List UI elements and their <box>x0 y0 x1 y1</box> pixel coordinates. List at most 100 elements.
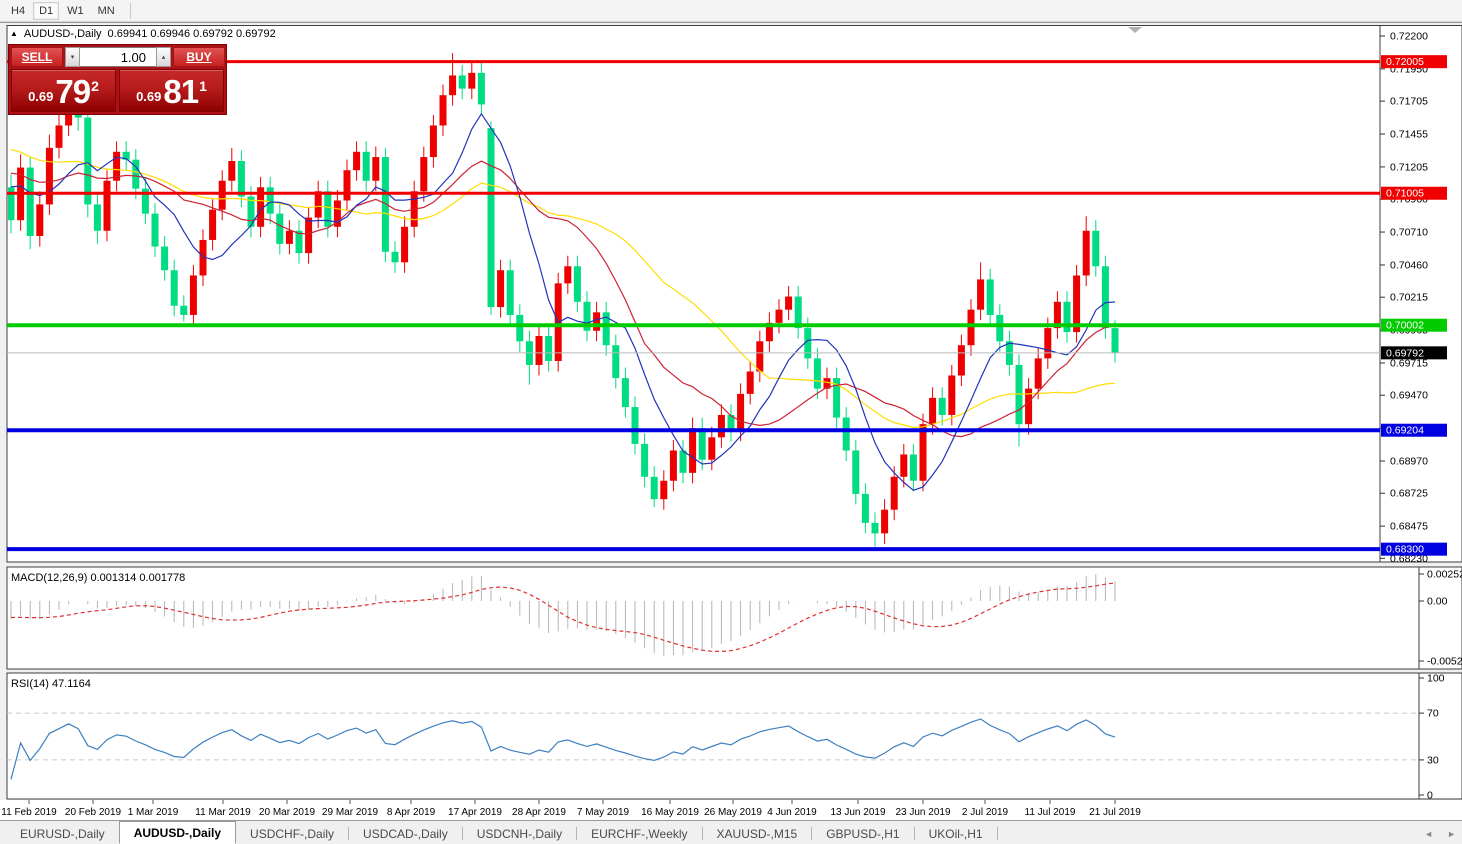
one-click-trading-panel: SELL ▾ ▴ BUY 0.69 79 2 0.69 81 1 <box>8 44 227 115</box>
date-axis-tick: 26 May 2019 <box>704 807 762 818</box>
toolbar-separator <box>129 2 131 19</box>
price-scale-tick: 0.72200 <box>1390 31 1428 43</box>
timeframe-toolbar: H4 D1 W1 MN <box>0 0 1462 22</box>
timeframe-buttons: H4 D1 W1 MN <box>0 0 122 21</box>
moving-average-line-8 <box>10 112 1116 491</box>
buy-price-big: 81 <box>163 73 199 110</box>
rsi-scale-tick: 100 <box>1427 673 1445 685</box>
tab-separator <box>348 827 350 840</box>
tab-USDCHF-Daily[interactable]: USDCHF-,Daily <box>250 826 335 841</box>
macd-scale-tick: 0.002522 <box>1427 569 1462 581</box>
date-axis-tick: 20 Feb 2019 <box>65 807 122 818</box>
sell-button[interactable]: SELL <box>11 47 63 67</box>
buy-price-prefix: 0.69 <box>136 89 162 104</box>
price-level-badge: 0.68300 <box>1386 544 1424 556</box>
date-axis-tick: 17 Apr 2019 <box>448 807 502 818</box>
volume-increase-button[interactable]: ▴ <box>156 47 171 67</box>
sell-price-display[interactable]: 0.69 79 2 <box>11 69 116 112</box>
date-axis-tick: 8 Apr 2019 <box>387 807 436 818</box>
volume-input[interactable] <box>80 47 156 67</box>
tab-separator <box>701 827 703 840</box>
rsi-scale-tick: 0 <box>1427 790 1433 802</box>
date-axis-tick: 1 Mar 2019 <box>128 807 179 818</box>
date-axis-tick: 13 Jun 2019 <box>830 807 885 818</box>
tab-separator <box>996 827 998 840</box>
timeframe-button-D1[interactable]: D1 <box>33 1 60 20</box>
timeframe-button-MN[interactable]: MN <box>97 4 115 17</box>
date-axis-tick: 11 Feb 2019 <box>1 807 57 818</box>
tab-USDCNH-Daily[interactable]: USDCNH-,Daily <box>476 826 563 841</box>
tab-separator <box>576 827 578 840</box>
price-level-badge: 0.69204 <box>1386 425 1424 437</box>
timeframe-button-W1[interactable]: W1 <box>67 4 84 17</box>
price-scale-tick: 0.70215 <box>1390 292 1428 304</box>
rsi-label: RSI(14) 47.1164 <box>11 678 91 690</box>
volume-decrease-button[interactable]: ▾ <box>65 47 80 67</box>
tab-separator <box>811 827 813 840</box>
price-scale-tick: 0.71705 <box>1390 96 1428 108</box>
tab-separator <box>461 827 463 840</box>
price-scale-tick: 0.69715 <box>1390 357 1428 369</box>
price-level-badge: 0.72005 <box>1386 56 1424 68</box>
macd-scale-tick: -0.005234 <box>1427 656 1462 668</box>
tab-scroll-left-icon[interactable]: ◄ <box>1424 829 1434 839</box>
price-level-badge: 0.71005 <box>1386 188 1424 200</box>
one-click-collapse-icon[interactable]: ▲ <box>10 29 18 38</box>
tab-EURCHF-Weekly[interactable]: EURCHF-,Weekly <box>591 826 688 841</box>
macd-label: MACD(12,26,9) 0.001314 0.001778 <box>11 572 185 584</box>
moving-average-line-17 <box>10 160 1116 438</box>
buy-price-display[interactable]: 0.69 81 1 <box>119 69 224 112</box>
tab-scroll-right-icon[interactable]: ► <box>1447 829 1456 839</box>
price-scale-tick: 0.68970 <box>1390 456 1428 468</box>
tab-XAUUSD-M15[interactable]: XAUUSD-,M15 <box>716 826 798 841</box>
date-axis-tick: 20 Mar 2019 <box>259 807 316 818</box>
sell-price-big: 79 <box>55 73 91 110</box>
buy-button[interactable]: BUY <box>173 47 225 67</box>
date-axis-tick: 11 Jul 2019 <box>1025 807 1076 818</box>
price-scale-tick: 0.70460 <box>1390 259 1428 271</box>
price-scale-tick: 0.70710 <box>1390 227 1428 239</box>
date-axis-tick: 16 May 2019 <box>641 807 699 818</box>
price-scale-tick: 0.71455 <box>1390 129 1428 141</box>
chart-window: 0.722000.719500.717050.714550.712050.709… <box>0 22 1462 821</box>
rsi-scale-tick: 70 <box>1427 708 1439 720</box>
date-axis-tick: 11 Mar 2019 <box>195 807 251 818</box>
tab-GBPUSD-H1[interactable]: GBPUSD-,H1 <box>826 826 900 841</box>
date-axis-tick: 29 Mar 2019 <box>322 807 379 818</box>
date-axis-tick: 21 Jul 2019 <box>1089 807 1141 818</box>
price-chart-canvas[interactable]: 0.722000.719500.717050.714550.712050.709… <box>0 25 1462 821</box>
chart-title: ▲ AUDUSD-,Daily 0.69941 0.69946 0.69792 … <box>10 28 276 40</box>
timeframe-button-H4[interactable]: H4 <box>11 4 26 17</box>
volume-stepper: ▾ ▴ <box>65 47 171 67</box>
tab-EURUSD-Daily[interactable]: EURUSD-,Daily <box>20 826 105 841</box>
price-scale-tick: 0.68725 <box>1390 488 1428 500</box>
tab-AUDUSD-Daily[interactable]: AUDUSD-,Daily <box>118 821 237 844</box>
macd-signal-line <box>10 582 1116 653</box>
price-level-badge: 0.70002 <box>1386 320 1424 332</box>
buy-price-sup: 1 <box>199 78 207 94</box>
date-axis-tick: 7 May 2019 <box>577 807 630 818</box>
symbol-tabbar: EURUSD-,Daily AUDUSD-,Daily USDCHF-,Daily U… <box>0 820 1462 844</box>
macd-scale-tick: 0.00 <box>1427 596 1448 608</box>
tab-USDCAD-Daily[interactable]: USDCAD-,Daily <box>363 826 448 841</box>
chart-shift-marker-icon <box>1128 27 1142 33</box>
tab-scroll-arrows: ◄ ► <box>1424 829 1456 839</box>
price-scale-tick: 0.71205 <box>1390 161 1428 173</box>
price-level-badge: 0.69792 <box>1386 347 1424 359</box>
sell-price-sup: 2 <box>91 78 99 94</box>
rsi-line <box>10 718 1116 780</box>
price-scale-tick: 0.68230 <box>1390 553 1428 565</box>
date-axis-tick: 4 Jun 2019 <box>767 807 817 818</box>
date-axis-tick: 2 Jul 2019 <box>962 807 1009 818</box>
symbol-tabs: EURUSD-,Daily AUDUSD-,Daily USDCHF-,Daily U… <box>6 821 998 844</box>
macd-histogram <box>10 574 1116 656</box>
sell-price-prefix: 0.69 <box>28 89 54 104</box>
date-axis-tick: 28 Apr 2019 <box>512 807 566 818</box>
chart-symbol-label: AUDUSD-,Daily <box>23 28 102 40</box>
date-axis-tick: 23 Jun 2019 <box>895 807 950 818</box>
tab-UKOil-H1[interactable]: UKOil-,H1 <box>928 826 983 841</box>
price-scale-tick: 0.69470 <box>1390 390 1428 402</box>
price-scale-tick: 0.68475 <box>1390 521 1428 533</box>
rsi-scale-tick: 30 <box>1427 754 1439 766</box>
